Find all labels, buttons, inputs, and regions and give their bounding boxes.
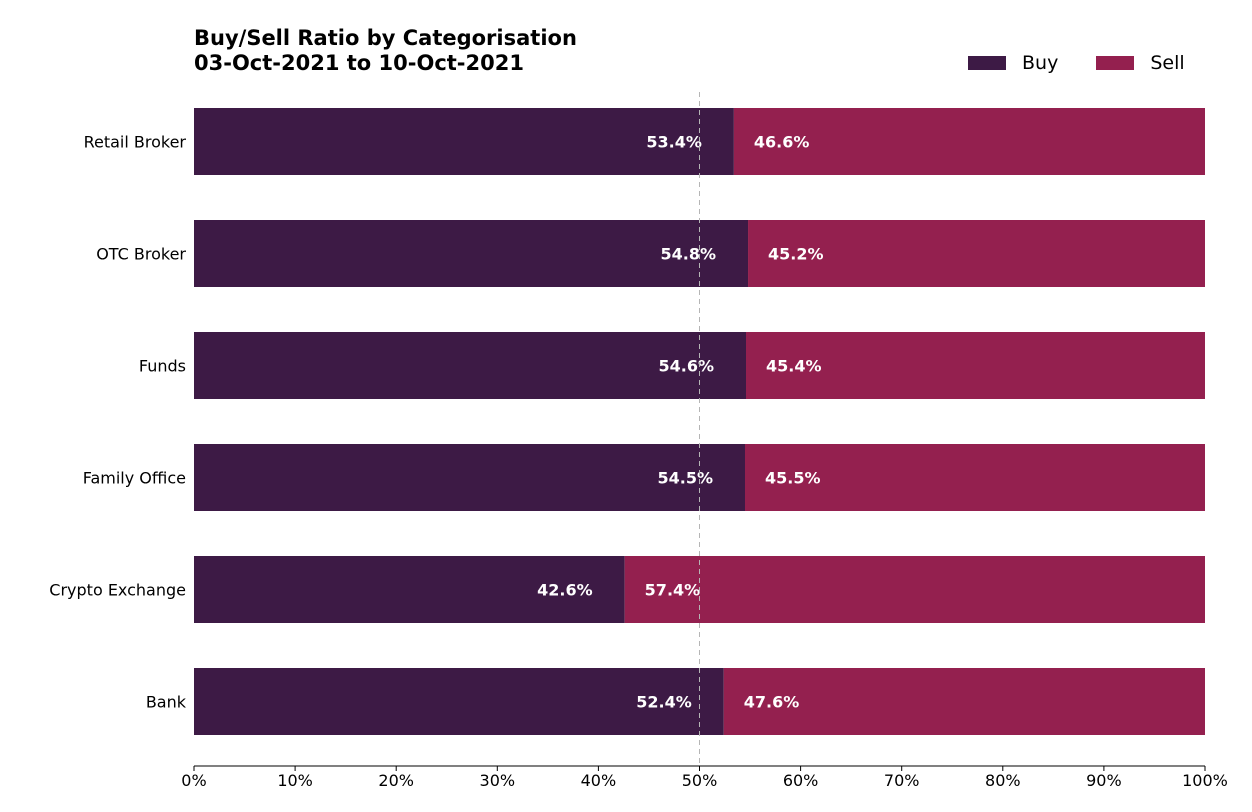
chart-title: Buy/Sell Ratio by Categorisation <box>194 26 577 50</box>
data-label-buy-1: 54.8% <box>661 245 717 264</box>
data-label-buy-5: 52.4% <box>636 693 692 712</box>
legend-swatch-buy <box>968 56 1006 70</box>
x-tick-label-9: 90% <box>1086 771 1122 790</box>
bar-buy-1 <box>194 220 749 287</box>
x-tick-label-1: 10% <box>277 771 313 790</box>
x-tick-label-5: 50% <box>682 771 718 790</box>
x-tick-label-10: 100% <box>1182 771 1228 790</box>
category-label-4: Crypto Exchange <box>49 581 186 600</box>
bar-buy-0 <box>194 108 734 175</box>
data-label-sell-4: 57.4% <box>645 581 701 600</box>
legend-label-buy: Buy <box>1022 52 1059 74</box>
data-label-buy-2: 54.6% <box>658 357 714 376</box>
bar-sell-1 <box>748 220 1205 287</box>
x-tick-label-8: 80% <box>985 771 1021 790</box>
x-tick-label-6: 60% <box>783 771 819 790</box>
bar-sell-3 <box>744 444 1205 511</box>
data-label-sell-1: 45.2% <box>768 245 824 264</box>
category-label-2: Funds <box>139 357 186 376</box>
bar-buy-3 <box>194 444 745 511</box>
bar-sell-5 <box>723 668 1205 735</box>
data-label-sell-0: 46.6% <box>754 133 810 152</box>
x-tick-label-3: 30% <box>480 771 516 790</box>
data-label-buy-4: 42.6% <box>537 581 593 600</box>
bar-buy-5 <box>194 668 724 735</box>
data-label-sell-5: 47.6% <box>744 693 800 712</box>
x-tick-label-7: 70% <box>884 771 920 790</box>
legend: Buy Sell <box>968 52 1185 74</box>
category-label-0: Retail Broker <box>84 133 187 152</box>
bar-sell-4 <box>624 556 1205 623</box>
data-label-sell-2: 45.4% <box>766 357 822 376</box>
bar-sell-2 <box>746 332 1205 399</box>
category-label-3: Family Office <box>83 469 186 488</box>
x-tick-label-0: 0% <box>181 771 206 790</box>
x-tick-label-4: 40% <box>581 771 617 790</box>
data-label-buy-0: 53.4% <box>646 133 702 152</box>
legend-item-buy: Buy <box>968 52 1058 74</box>
category-label-1: OTC Broker <box>96 245 186 264</box>
x-tick-label-2: 20% <box>378 771 414 790</box>
legend-label-sell: Sell <box>1150 52 1185 74</box>
data-label-buy-3: 54.5% <box>657 469 713 488</box>
category-label-5: Bank <box>146 693 187 712</box>
legend-swatch-sell <box>1096 56 1135 70</box>
bar-buy-4 <box>194 556 625 623</box>
bar-buy-2 <box>194 332 747 399</box>
data-label-sell-3: 45.5% <box>765 469 821 488</box>
chart-subtitle: 03-Oct-2021 to 10-Oct-2021 <box>194 51 524 75</box>
legend-item-sell: Sell <box>1096 52 1185 74</box>
bar-sell-0 <box>733 108 1205 175</box>
